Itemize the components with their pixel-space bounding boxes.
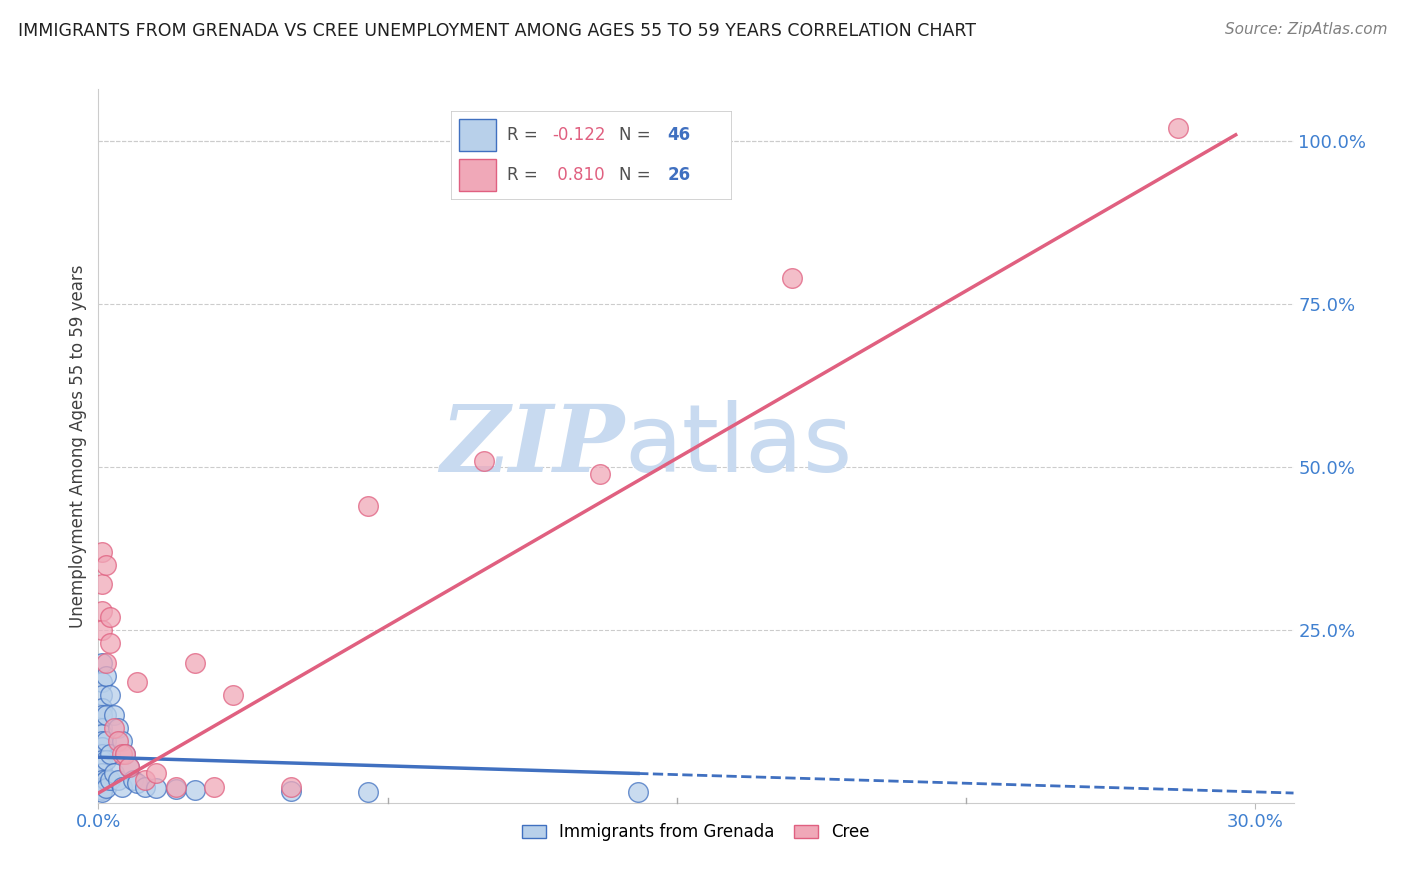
Text: ZIP: ZIP (440, 401, 624, 491)
Point (91, 675, 114, 690)
Point (122, 772, 145, 787)
Point (98, 747, 121, 761)
Point (91, 545, 114, 559)
Point (184, 656, 207, 670)
Point (103, 707, 125, 722)
Point (280, 780, 302, 794)
Point (94, 656, 117, 670)
Point (94, 669, 117, 683)
Point (107, 734, 129, 748)
Point (145, 766, 167, 780)
Point (98, 772, 121, 787)
Point (91, 780, 114, 795)
Point (627, 785, 650, 799)
Point (782, 271, 804, 285)
Point (91, 766, 114, 780)
Point (110, 734, 132, 748)
Point (91, 734, 114, 748)
Point (98, 688, 121, 702)
Text: IMMIGRANTS FROM GRENADA VS CREE UNEMPLOYMENT AMONG AGES 55 TO 59 YEARS CORRELATI: IMMIGRANTS FROM GRENADA VS CREE UNEMPLOY… (18, 22, 976, 40)
Point (91, 656, 114, 670)
Point (91, 747, 114, 761)
Point (114, 747, 136, 761)
Point (145, 780, 167, 795)
Point (91, 782, 114, 797)
Point (98, 610, 121, 624)
Point (472, 453, 495, 467)
Point (107, 721, 129, 735)
Point (91, 577, 114, 591)
Point (107, 772, 129, 787)
Point (91, 760, 114, 774)
Text: atlas: atlas (624, 400, 852, 492)
Point (110, 747, 132, 761)
Point (165, 780, 187, 794)
Point (202, 780, 225, 794)
Point (357, 500, 380, 514)
Point (94, 558, 117, 572)
Point (280, 784, 302, 798)
Point (91, 688, 114, 702)
Point (91, 780, 114, 794)
Point (184, 783, 207, 797)
Point (103, 721, 125, 735)
Y-axis label: Unemployment Among Ages 55 to 59 years: Unemployment Among Ages 55 to 59 years (69, 264, 87, 628)
Point (91, 740, 114, 755)
Legend: Immigrants from Grenada, Cree: Immigrants from Grenada, Cree (516, 817, 876, 848)
Point (91, 603, 114, 617)
Point (222, 688, 245, 702)
Point (118, 760, 141, 774)
Point (91, 772, 114, 787)
Point (134, 772, 156, 787)
Point (588, 467, 610, 481)
Point (94, 707, 117, 722)
Point (94, 734, 117, 748)
Point (94, 772, 117, 787)
Point (118, 760, 141, 774)
Point (357, 785, 380, 799)
Point (1167, 121, 1189, 136)
Point (91, 721, 114, 735)
Point (103, 766, 125, 780)
Point (134, 780, 156, 794)
Point (110, 780, 132, 794)
Point (98, 636, 121, 650)
Point (91, 776, 114, 790)
Point (125, 675, 148, 690)
Text: Source: ZipAtlas.com: Source: ZipAtlas.com (1225, 22, 1388, 37)
Point (94, 780, 117, 795)
Point (165, 782, 187, 797)
Point (114, 747, 136, 761)
Point (91, 623, 114, 637)
Point (91, 707, 114, 722)
Point (91, 727, 114, 741)
Point (91, 754, 114, 768)
Point (91, 785, 114, 799)
Point (125, 776, 148, 790)
Point (91, 701, 114, 715)
Point (94, 754, 117, 768)
Point (91, 783, 114, 797)
